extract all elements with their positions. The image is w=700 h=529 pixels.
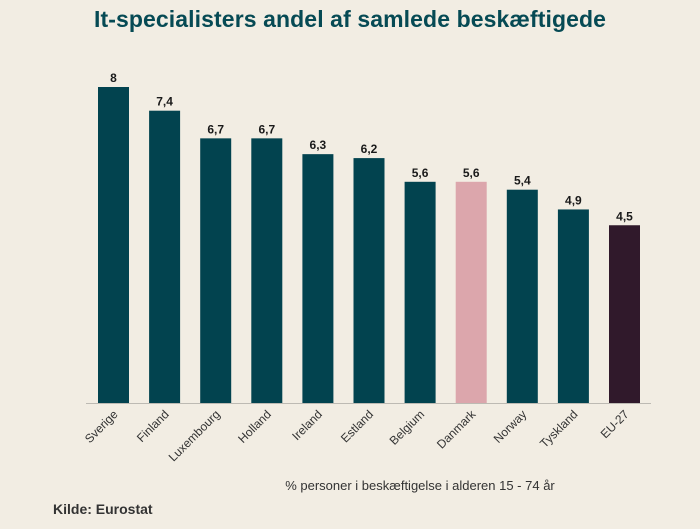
bar-sverige — [98, 87, 129, 403]
value-label-tyskland: 4,9 — [565, 193, 582, 207]
bar-tyskland — [557, 209, 589, 403]
chart-title: It-specialisters andel af samlede beskæf… — [93, 6, 607, 32]
bar-holland — [251, 138, 283, 403]
tick-label-norway: Norway — [491, 407, 530, 446]
tick-label-sverige: Sverige — [82, 407, 121, 446]
value-labels-group: 8 7,4 6,7 6,7 6,3 6,2 5,6 5,6 5,4 4,9 4,5 — [110, 71, 633, 223]
bar-eu-27 — [609, 225, 640, 403]
tick-label-finland: Finland — [134, 407, 172, 445]
value-label-ireland: 6,3 — [310, 138, 327, 152]
value-label-finland: 7,4 — [156, 95, 173, 109]
bar-ireland — [302, 154, 334, 403]
bar-belgium — [404, 181, 436, 403]
value-label-sverige: 8 — [110, 71, 117, 85]
bar-estland — [353, 158, 385, 403]
value-label-danmark: 5,6 — [463, 166, 480, 180]
tick-label-belgium: Belgium — [387, 407, 428, 448]
value-label-luxembourg: 6,7 — [207, 122, 224, 136]
x-axis-caption: % personer i beskæftigelse i alderen 15 … — [285, 478, 555, 493]
tick-label-holland: Holland — [235, 407, 274, 446]
value-label-norway: 5,4 — [514, 174, 531, 188]
bar-finland — [149, 110, 181, 403]
value-label-holland: 6,7 — [258, 122, 275, 136]
tick-label-luxembourg: Luxembourg — [166, 407, 223, 464]
tick-label-ireland: Ireland — [289, 407, 325, 443]
bar-norway — [506, 189, 538, 403]
value-label-belgium: 5,6 — [412, 166, 429, 180]
bar-danmark — [455, 181, 487, 403]
value-label-eu-27: 4,5 — [616, 209, 633, 223]
bar-luxembourg — [200, 138, 232, 403]
bars-group — [98, 87, 640, 403]
tick-label-estland: Estland — [338, 407, 376, 445]
source-note: Kilde: Eurostat — [53, 501, 153, 517]
tick-label-eu-27: EU-27 — [598, 407, 632, 441]
tick-label-danmark: Danmark — [434, 407, 479, 452]
tick-label-tyskland: Tyskland — [537, 407, 580, 450]
value-label-estland: 6,2 — [361, 142, 378, 156]
